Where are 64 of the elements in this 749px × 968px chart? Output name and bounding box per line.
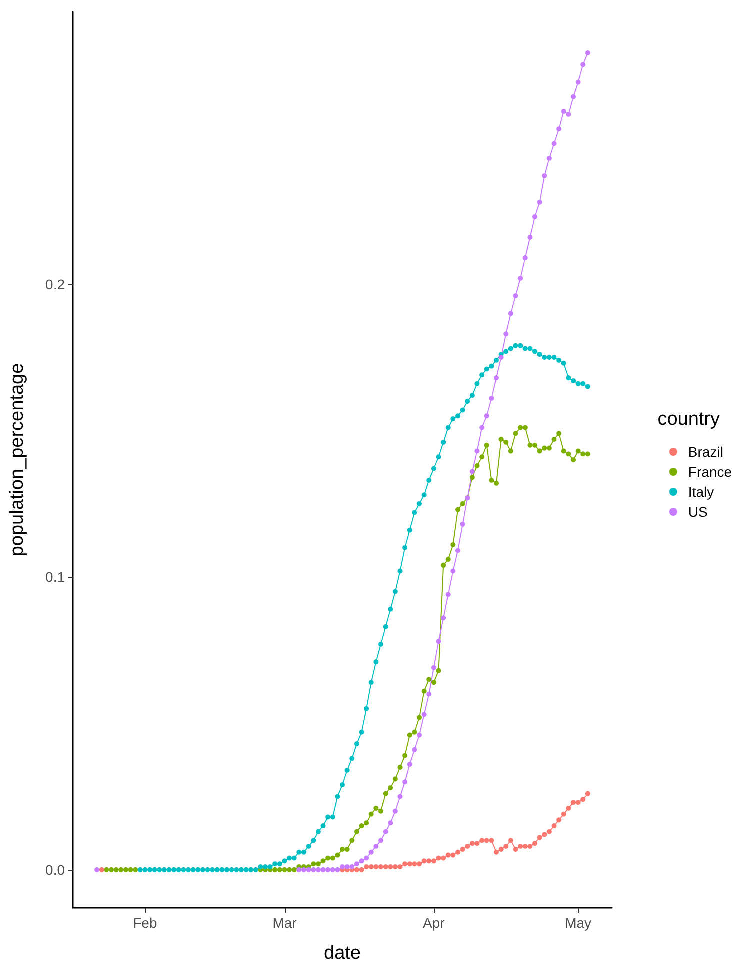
point <box>542 832 548 838</box>
point <box>374 864 379 870</box>
x-tick-label: May <box>565 915 592 931</box>
point <box>388 864 394 870</box>
point <box>522 844 528 850</box>
point <box>431 858 436 864</box>
y-tick-label: 0.0 <box>46 862 66 878</box>
legend-title: country <box>658 409 720 430</box>
point <box>576 800 581 806</box>
point <box>571 800 576 806</box>
x-axis-title: date <box>324 943 361 964</box>
point <box>585 791 590 796</box>
point <box>392 864 398 870</box>
point <box>359 867 364 872</box>
point <box>528 844 533 850</box>
point <box>426 858 432 864</box>
point <box>368 864 374 870</box>
point <box>354 867 360 872</box>
point <box>480 838 485 844</box>
point <box>498 846 504 852</box>
x-tick-label: Apr <box>423 915 446 931</box>
point <box>484 838 490 844</box>
point <box>364 864 370 870</box>
point <box>580 797 586 802</box>
point <box>407 862 412 867</box>
point <box>513 846 518 852</box>
legend-label: US <box>688 504 708 520</box>
point <box>494 850 499 855</box>
point <box>546 829 552 834</box>
point <box>441 856 446 861</box>
point <box>99 867 104 872</box>
point <box>566 806 572 811</box>
y-tick-label: 0.1 <box>46 569 66 586</box>
point <box>489 838 494 844</box>
point <box>378 864 384 870</box>
point <box>518 844 524 850</box>
point <box>398 864 403 870</box>
point <box>532 841 538 846</box>
y-axis-title: population_percentage <box>7 363 28 557</box>
point <box>465 844 470 850</box>
point <box>556 818 562 823</box>
legend-label: Italy <box>688 484 714 500</box>
point <box>446 852 451 858</box>
y-tick-label: 0.2 <box>46 276 66 292</box>
point <box>402 862 408 867</box>
point <box>561 812 566 817</box>
point <box>552 824 557 829</box>
point <box>504 844 509 850</box>
legend-label: France <box>688 464 732 480</box>
point <box>383 864 388 870</box>
point <box>456 850 460 855</box>
point <box>450 852 456 858</box>
point <box>412 862 418 867</box>
x-tick-label: Mar <box>272 915 298 931</box>
point <box>422 858 427 864</box>
point <box>460 846 466 852</box>
x-tick-label: Feb <box>133 915 158 931</box>
point <box>508 838 514 844</box>
point <box>474 841 480 846</box>
legend-label: Brazil <box>688 444 724 460</box>
point <box>436 856 442 861</box>
point <box>470 841 475 846</box>
point <box>417 862 422 867</box>
point <box>537 835 542 840</box>
